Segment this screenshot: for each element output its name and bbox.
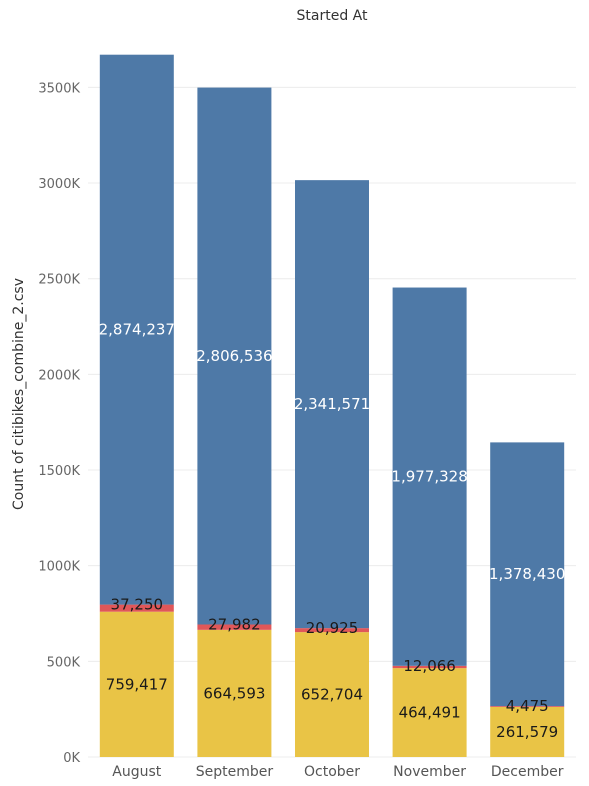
x-tick-label: November: [393, 764, 466, 780]
data-label: 2,341,571: [294, 395, 370, 413]
x-tick-label: December: [491, 764, 564, 780]
bar-segment: [295, 628, 369, 633]
data-label: 27,982: [208, 615, 261, 633]
bar-segment: [392, 665, 467, 669]
bar-segment: [490, 706, 565, 757]
data-label: 464,491: [399, 704, 461, 722]
data-label: 652,704: [301, 686, 363, 704]
y-tick-label: 2000K: [38, 368, 80, 383]
data-label: 4,475: [506, 697, 549, 715]
x-axis-ticks: August September October November December: [112, 764, 563, 780]
data-label: 12,066: [403, 657, 456, 675]
y-tick-label: 1500K: [38, 464, 80, 479]
data-label: 261,579: [496, 723, 558, 741]
data-label: 37,250: [111, 596, 164, 614]
bar-segment: [490, 706, 565, 707]
bar-segment: [295, 180, 369, 629]
y-tick-label: 1000K: [38, 560, 80, 575]
bar-segment: [99, 611, 174, 757]
y-tick-label: 2500K: [38, 273, 80, 288]
bar-segment: [99, 604, 174, 612]
bar-segment: [99, 54, 174, 605]
data-label: 1,977,328: [391, 468, 467, 486]
y-axis-ticks: 0K 500K 1000K 1500K 2000K 2500K 3000K 3500K: [38, 81, 80, 766]
data-label: 1,378,430: [489, 565, 565, 583]
data-label: 664,593: [203, 684, 265, 702]
bar-segment: [197, 629, 272, 757]
bar-segment: [392, 668, 467, 757]
bars: 759,417 37,250 2,874,237 664,593 27,982 2,806…: [99, 54, 565, 757]
bar-segment: [197, 624, 272, 630]
bar-segment: [490, 442, 565, 707]
x-tick-label: October: [304, 764, 360, 780]
y-tick-label: 3500K: [38, 81, 80, 96]
y-axis-label: Count of citibikes_combine_2.csv: [11, 278, 27, 510]
bar-segment: [392, 287, 467, 666]
y-tick-label: 0K: [63, 751, 80, 766]
x-tick-label: September: [196, 764, 274, 780]
data-label: 20,925: [306, 619, 359, 637]
y-tick-label: 3000K: [38, 177, 80, 192]
data-label: 2,874,237: [99, 321, 175, 339]
y-tick-label: 500K: [47, 655, 81, 670]
bar-segment: [295, 632, 369, 757]
bar-segment: [197, 87, 272, 625]
data-label: 2,806,536: [196, 347, 272, 365]
chart-title: Started At: [297, 8, 368, 24]
data-label: 759,417: [106, 675, 168, 693]
x-tick-label: August: [112, 764, 162, 780]
